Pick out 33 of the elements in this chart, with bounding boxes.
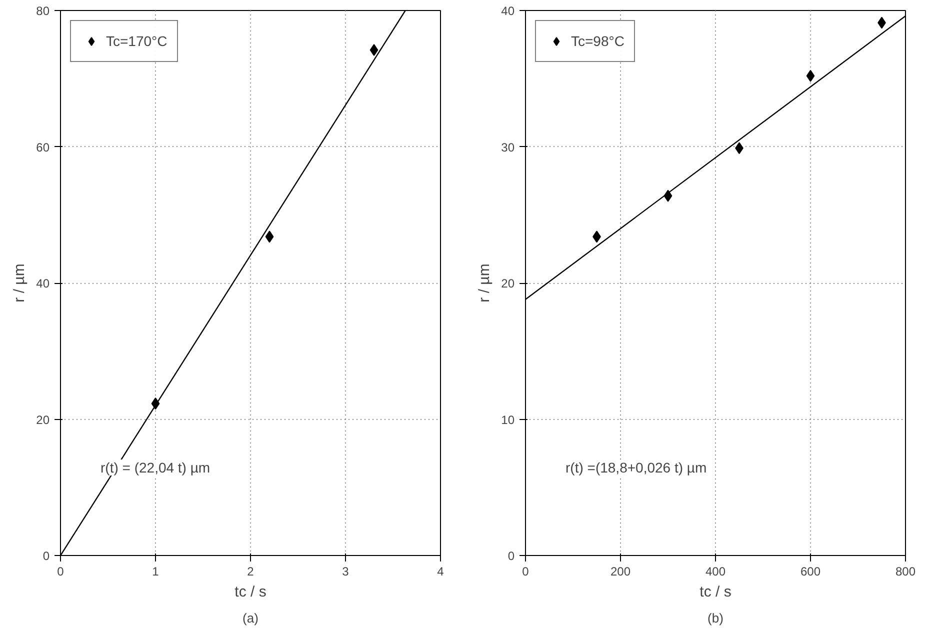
x-tick-label: 0 <box>57 564 64 578</box>
y-tick-label: 30 <box>501 140 515 154</box>
y-tick-label: 80 <box>36 4 50 18</box>
x-axis-title: tc / s <box>234 584 266 600</box>
x-tick-label: 1 <box>152 564 160 578</box>
y-tick-label: 20 <box>36 412 50 427</box>
x-tick-label: 400 <box>705 564 726 578</box>
x-tick-label: 600 <box>800 564 821 578</box>
y-tick-label: 60 <box>36 140 50 154</box>
point <box>806 70 815 82</box>
annotation: r(t) =(18,8+0,026 t) µm <box>566 460 707 476</box>
text: (b) <box>708 610 724 626</box>
x-tick-label: 0 <box>522 564 530 578</box>
legend-label: Tc=170°C <box>106 33 168 49</box>
y-tick-label: 20 <box>501 276 515 290</box>
x-tick-label: 2 <box>247 564 254 578</box>
point <box>265 230 274 243</box>
y-tick-label: 10 <box>501 412 515 427</box>
x-tick-label: 3 <box>342 564 350 578</box>
y-axis-title: r / µm <box>476 264 494 302</box>
y-tick-label: 0 <box>42 549 50 563</box>
point <box>370 44 378 56</box>
x-tick-label: 200 <box>610 564 631 578</box>
text: (a) <box>242 610 258 626</box>
y-tick-label: 0 <box>508 549 515 563</box>
y-axis-title: r / µm <box>11 264 28 302</box>
x-tick-label: 800 <box>895 564 916 578</box>
annotation: r(t) = (22,04 t) µm <box>100 460 210 476</box>
y-tick-label: 40 <box>501 4 515 18</box>
legend-label: Tc=98°C <box>571 33 624 49</box>
y-tick-label: 40 <box>36 276 50 290</box>
x-tick-label: 4 <box>437 564 444 578</box>
x-axis-title: tc / s <box>700 584 732 600</box>
